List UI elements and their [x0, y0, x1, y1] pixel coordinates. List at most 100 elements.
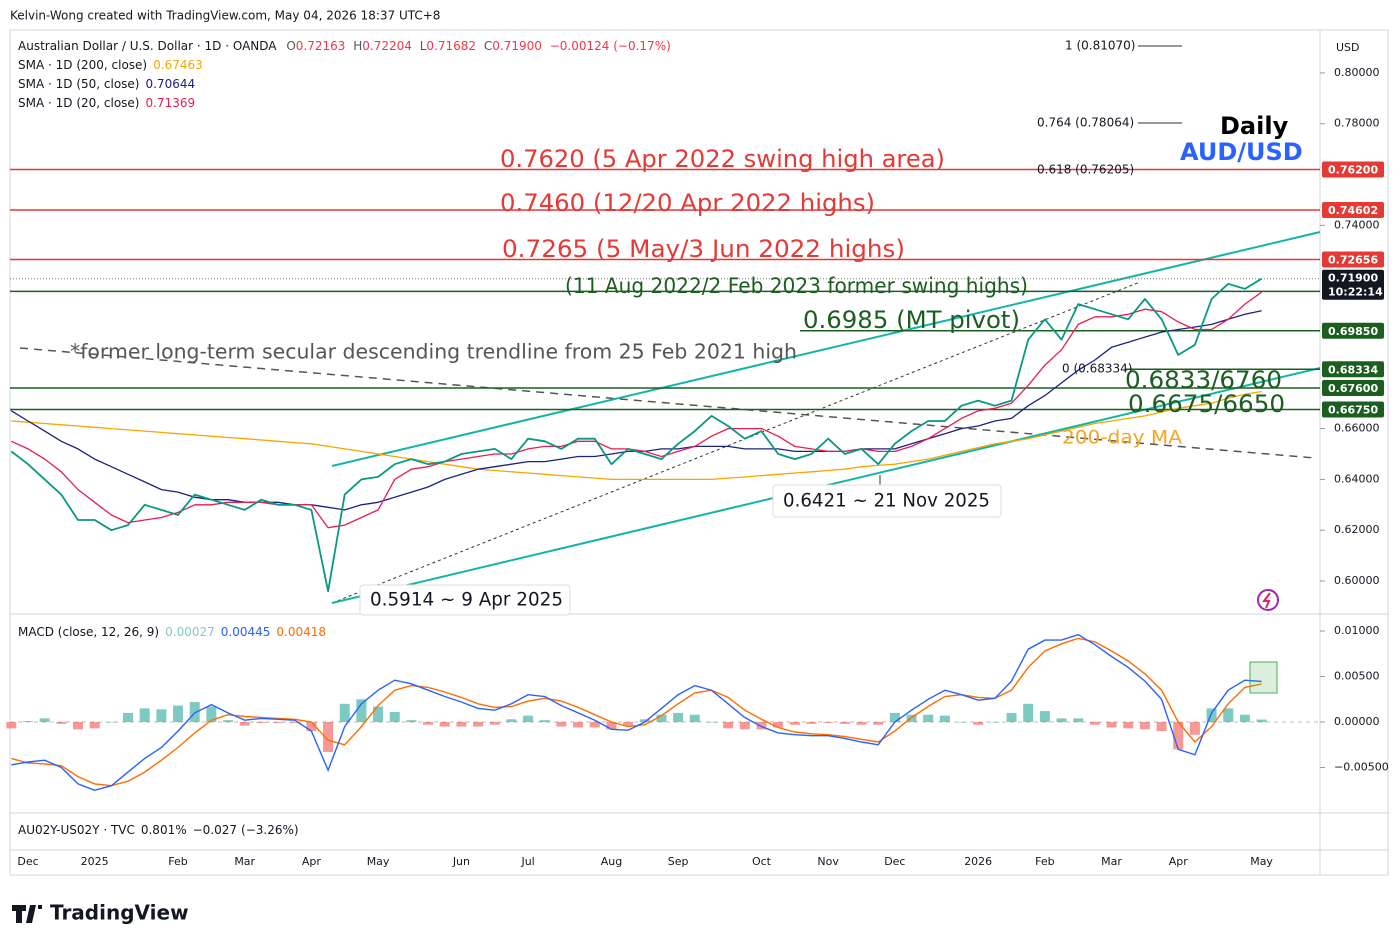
- histogram-bar: [823, 722, 834, 723]
- brand: TradingView: [50, 901, 189, 925]
- annotation: 200-day MA: [1062, 427, 1182, 449]
- signal-value: 0.00418: [276, 625, 326, 639]
- histogram-bar: [1106, 722, 1117, 728]
- spread-value: 0.801%: [141, 823, 187, 837]
- level-badge: [1322, 361, 1384, 378]
- histogram-bar: [56, 722, 67, 724]
- descending-trendline: [19, 347, 1316, 459]
- histogram-bar: [239, 722, 250, 726]
- x-tick-label: Oct: [752, 855, 772, 868]
- level-badge: [1322, 161, 1384, 178]
- histogram-bar: [206, 706, 217, 723]
- histogram-bar: [356, 699, 367, 723]
- level-badge: [1322, 322, 1384, 339]
- symbol: Australian Dollar / U.S. Dollar · 1D · O…: [18, 39, 277, 53]
- spread-change-percent: (−3.26%): [241, 823, 299, 837]
- interval-label: Daily: [1220, 112, 1289, 140]
- histogram-bar: [973, 722, 984, 725]
- symbol-label: AUD/USD: [1180, 138, 1303, 166]
- x-tick-label: Apr: [1169, 855, 1189, 868]
- macd-value: 0.00445: [221, 625, 271, 639]
- histogram-bar: [1073, 718, 1084, 723]
- histogram-bar: [289, 722, 300, 723]
- sma-line: [11, 291, 1262, 529]
- ohlc-value: 0.71900: [492, 39, 542, 53]
- x-tick-label: Mar: [1101, 855, 1122, 868]
- highlight-box: [1249, 661, 1278, 694]
- sma-value: 0.67463: [153, 58, 203, 72]
- histogram-bar: [506, 719, 517, 723]
- histogram-bar: [523, 715, 534, 723]
- chart-frame: [9, 29, 1389, 876]
- alert-icon[interactable]: [1257, 589, 1279, 611]
- histogram-bar: [389, 711, 400, 723]
- histogram-bar: [739, 722, 750, 730]
- histogram-bar: [706, 722, 717, 723]
- histogram-bar: [889, 712, 900, 723]
- x-tick-label: Jun: [452, 855, 470, 868]
- histogram-bar: [623, 722, 634, 726]
- sma-value: 0.71369: [145, 96, 195, 110]
- countdown-label: 10:22:14: [1328, 286, 1383, 299]
- channel-upper: [331, 231, 1321, 467]
- y-tick-label: 0.64000: [1334, 472, 1380, 485]
- histogram-bar: [1189, 722, 1200, 735]
- y-tick-label: 0.60000: [1334, 574, 1380, 587]
- symbol-legend: Australian Dollar / U.S. Dollar · 1D · O…: [18, 39, 671, 53]
- histogram-bar: [373, 706, 384, 723]
- macd-title: MACD (close, 12, 26, 9): [18, 625, 159, 639]
- level-badge-label: 0.76200: [1328, 163, 1378, 176]
- x-tick-label: Feb: [1035, 855, 1054, 868]
- y-tick-label: 0.00500: [1334, 670, 1380, 683]
- y-tick-label: 0.74000: [1334, 218, 1380, 231]
- spread-title: AU02Y-US02Y · TVC: [18, 823, 135, 837]
- y-tick-label: 0.01000: [1334, 624, 1380, 637]
- histogram-bar: [156, 709, 167, 723]
- histogram-bar: [589, 722, 600, 728]
- histogram-bar: [989, 722, 1000, 723]
- histogram-bar: [1089, 722, 1100, 725]
- histogram-bar: [456, 722, 467, 727]
- spread-legend: AU02Y-US02Y · TVC 0.801% −0.027 (−3.26%): [18, 823, 299, 837]
- histogram-bar: [723, 722, 734, 729]
- y-tick-label: 0.78000: [1334, 117, 1380, 130]
- histogram-bar: [556, 722, 567, 727]
- histogram-bar: [6, 722, 17, 729]
- histogram-bar: [39, 718, 50, 723]
- ohlc-value: 0.71682: [426, 39, 476, 53]
- ohlc-value: 0.72163: [296, 39, 346, 53]
- annotation: 0.6985 (MT pivot): [803, 306, 1020, 334]
- level-badge-label: 0.67600: [1328, 382, 1378, 395]
- fib-label: 0 (0.68334): [1062, 362, 1132, 376]
- currency-label: USD: [1336, 41, 1360, 54]
- annotation: 0.6675/6650: [1128, 390, 1285, 418]
- histogram-bar: [273, 722, 284, 723]
- histogram-bar: [339, 703, 350, 723]
- annotation: 0.7460 (12/20 Apr 2022 highs): [500, 189, 875, 217]
- level-badge: [1322, 379, 1384, 396]
- annotation: 0.6833/6760: [1125, 366, 1282, 394]
- x-tick-label: Feb: [168, 855, 187, 868]
- sma-value: 0.70644: [145, 77, 195, 91]
- level-badge-label: 0.69850: [1328, 325, 1378, 338]
- histogram-bar: [1139, 722, 1150, 730]
- histogram-value: 0.00027: [165, 625, 215, 639]
- level-badge-label: 0.74602: [1328, 204, 1378, 217]
- sma-name: SMA · 1D (50, close): [18, 77, 139, 91]
- histogram-bar: [489, 722, 500, 725]
- histogram-bar: [1023, 703, 1034, 723]
- histogram-bar: [606, 722, 617, 730]
- y-tick-label: 0.66000: [1334, 422, 1380, 435]
- histogram-bar: [439, 722, 450, 727]
- histogram-bar: [1239, 714, 1250, 723]
- annotation: 0.6421 ~ 21 Nov 2025: [783, 490, 990, 512]
- ohlc-key: C: [484, 39, 492, 53]
- histogram-bar: [139, 708, 150, 723]
- x-tick-label: 2026: [964, 855, 992, 868]
- annotation: 0.7265 (5 May/3 Jun 2022 highs): [502, 235, 905, 263]
- change: −0.00124: [550, 39, 610, 53]
- level-badge: [1322, 202, 1384, 219]
- x-tick-label: May: [1250, 855, 1273, 868]
- histogram-bar: [1123, 722, 1134, 729]
